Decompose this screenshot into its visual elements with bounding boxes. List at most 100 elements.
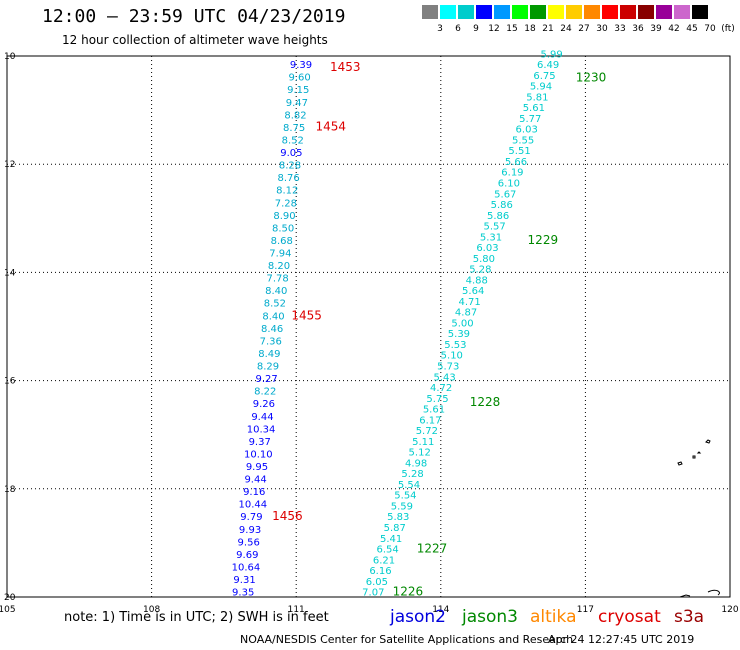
wave-height-value: 9.31 — [233, 575, 255, 586]
wave-height-value: 9.44 — [251, 412, 273, 423]
colorbar-label: 39 — [650, 24, 662, 34]
colorbar-label: 27 — [578, 24, 590, 34]
legend-s3a: s3a — [674, 607, 705, 627]
wave-height-value: 6.75 — [533, 71, 555, 82]
colorbar-swatch — [440, 5, 456, 19]
coastline-islands — [677, 439, 720, 598]
track-east: 5.996.496.755.945.815.615.776.035.555.51… — [362, 49, 606, 598]
wave-height-value: 8.40 — [265, 286, 287, 297]
colorbar-label: 12 — [488, 24, 500, 34]
legend-altika: altika — [530, 607, 577, 627]
wave-height-value: 6.17 — [419, 415, 441, 426]
wave-height-value: 9.37 — [249, 437, 271, 448]
latitude-label: 16 — [4, 377, 16, 387]
wave-height-value: 5.00 — [451, 318, 473, 329]
legend-jason3: jason3 — [462, 607, 518, 627]
wave-height-value: 4.71 — [458, 297, 480, 308]
colorbar-swatch — [620, 5, 636, 19]
wave-height-value: 10.64 — [232, 562, 261, 573]
colorbar-swatch — [638, 5, 654, 19]
wave-height-value: 8.40 — [262, 311, 284, 322]
wave-height-value: 7.94 — [269, 248, 291, 259]
wave-height-value: 9.93 — [239, 525, 261, 536]
colorbar-swatch — [566, 5, 582, 19]
wave-height-value: 8.28 — [279, 161, 301, 172]
colorbar-label: (ft) — [721, 24, 735, 34]
wave-height-value: 5.11 — [412, 437, 434, 448]
pass-time-label: 1454 — [315, 119, 346, 133]
wave-height-value: 5.12 — [409, 448, 431, 459]
wave-height-value: 9.56 — [238, 537, 260, 548]
colorbar-label: 33 — [614, 24, 626, 34]
wave-height-value: 8.49 — [258, 349, 280, 360]
wave-height-value: 8.46 — [261, 324, 283, 335]
wave-height-value: 7.07 — [362, 588, 384, 599]
map-frame — [6, 55, 731, 598]
colorbar-label: 6 — [455, 24, 461, 34]
wave-height-value: 5.86 — [487, 211, 509, 222]
latitude-label: 18 — [4, 485, 16, 495]
colorbar-label: 9 — [473, 24, 479, 34]
colorbar-label: 70 — [704, 24, 716, 34]
wave-height-value: 10.34 — [247, 424, 276, 435]
colorbar-label: 42 — [668, 24, 680, 34]
wave-height-value: 9.47 — [286, 98, 308, 109]
colorbar-label: 24 — [560, 24, 572, 34]
wave-height-value: 4.87 — [455, 308, 477, 319]
longitude-label: 111 — [288, 605, 305, 615]
wave-height-value: 9.79 — [240, 512, 262, 523]
wave-height-value: 5.54 — [394, 491, 416, 502]
wave-height-value: 5.28 — [469, 265, 491, 276]
wave-height-value: 9.60 — [289, 73, 311, 84]
wave-height-value: 6.05 — [366, 577, 388, 588]
wave-height-value: 7.36 — [260, 336, 282, 347]
wave-height-value: 9.15 — [287, 85, 309, 96]
wave-height-value: 5.43 — [434, 372, 456, 383]
map-title: 12:00 – 23:59 UTC 04/23/2019 — [42, 6, 346, 27]
wave-height-value: 8.20 — [268, 261, 290, 272]
wave-height-value: 9.05 — [280, 148, 302, 159]
wave-height-value: 5.86 — [491, 200, 513, 211]
wave-height-value: 5.64 — [462, 286, 484, 297]
colorbar-label: 21 — [542, 24, 554, 34]
wave-height-value: 9.44 — [244, 475, 266, 486]
wave-height-value: 10.10 — [244, 449, 273, 460]
wave-height-value: 6.54 — [376, 545, 398, 556]
wave-height-value: 5.83 — [387, 512, 409, 523]
latitude-label: 12 — [4, 160, 15, 170]
pass-time-label: 1230 — [576, 71, 607, 85]
pass-time-label: 1455 — [291, 309, 322, 323]
pass-time-label: 1453 — [330, 60, 361, 74]
wave-height-value: 5.55 — [512, 135, 534, 146]
wave-height-value: 4.98 — [405, 458, 427, 469]
wave-height-value: 8.68 — [271, 236, 293, 247]
wave-height-value: 6.03 — [516, 125, 538, 136]
wave-height-value: 6.49 — [537, 60, 559, 71]
wave-height-value: 5.31 — [480, 232, 502, 243]
wave-height-value: 8.50 — [272, 223, 294, 234]
wave-height-value: 5.75 — [426, 394, 448, 405]
wave-height-value: 8.29 — [257, 362, 279, 373]
wave-height-value: 5.41 — [380, 534, 402, 545]
wave-height-value: 7.28 — [275, 198, 297, 209]
longitude-label: 114 — [432, 605, 449, 615]
wave-height-value: 5.67 — [494, 189, 516, 200]
longitude-label: 117 — [577, 605, 594, 615]
colorbar-label: 36 — [632, 24, 644, 34]
wave-height-value: 8.90 — [273, 211, 295, 222]
wave-height-value: 5.81 — [526, 92, 548, 103]
wave-height-value: 6.19 — [501, 168, 523, 179]
axis-labels: 105 108 111 114 117 120 10 12 14 16 18 20 — [0, 52, 739, 615]
credit-line: NOAA/NESDIS Center for Satellite Applica… — [240, 633, 574, 646]
wave-height-value: 5.73 — [437, 362, 459, 373]
colorbar-label: 30 — [596, 24, 608, 34]
colorbar-swatch — [476, 5, 492, 19]
colorbar-swatch — [530, 5, 546, 19]
longitude-label: 108 — [143, 605, 160, 615]
wave-height-value: 5.28 — [401, 469, 423, 480]
wave-height-value: 5.59 — [391, 501, 413, 512]
wave-height-value: 5.10 — [441, 351, 463, 362]
map-grid — [7, 56, 730, 597]
wave-height-value: 9.95 — [246, 462, 268, 473]
wave-height-value: 5.77 — [519, 114, 541, 125]
